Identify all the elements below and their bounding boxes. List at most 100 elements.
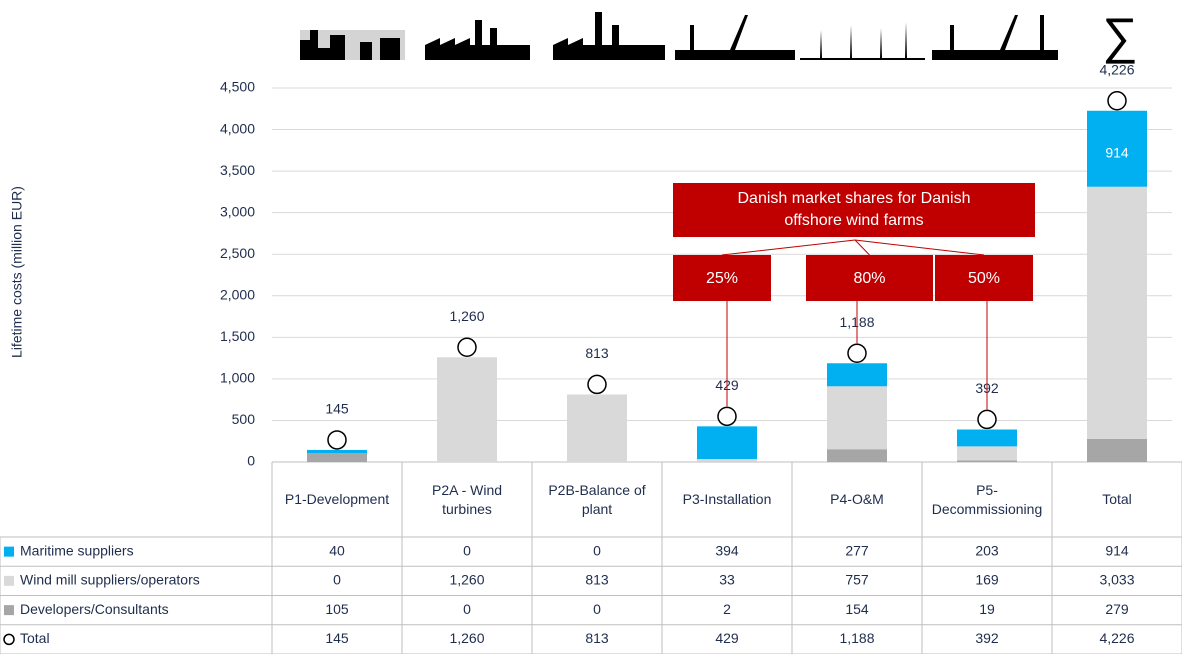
bar-segment — [307, 449, 367, 454]
table-cell: 1,260 — [449, 572, 484, 588]
x-tick-label: P3-Installation — [682, 491, 772, 507]
total-marker — [1107, 91, 1127, 111]
connector — [854, 239, 870, 256]
category-cell: Total — [1102, 491, 1132, 507]
table-cell: 0 — [463, 601, 471, 617]
table-cell: 40 — [329, 542, 345, 558]
y-tick-label: 500 — [232, 411, 256, 427]
x-tick-label: P1-Development — [284, 491, 390, 507]
share-box — [806, 255, 933, 301]
connector — [854, 239, 985, 256]
total-marker — [457, 337, 477, 358]
total-label: 4,226 — [1099, 61, 1134, 77]
bar-segment — [957, 429, 1017, 447]
bar-segment — [307, 453, 367, 462]
bar-segment — [1087, 186, 1147, 439]
table-cell: 4,226 — [1099, 630, 1134, 646]
y-tick-label: 4,500 — [220, 79, 255, 95]
bar-segment — [957, 446, 1017, 461]
table-cell: 394 — [715, 542, 739, 558]
table-cell: 757 — [845, 572, 869, 588]
table-cell: 1,260 — [449, 630, 484, 646]
x-tick-label: P2A - Wind turbines — [431, 481, 503, 517]
y-axis-title: Lifetime costs (million EUR) — [9, 186, 25, 358]
bar-segment — [697, 426, 757, 460]
total-symbol: ∑ — [1102, 8, 1138, 64]
x-tick-label: P5-Decommissioning — [931, 481, 1043, 517]
share-box — [935, 255, 1033, 301]
total-marker — [587, 374, 607, 395]
table-cell: 429 — [715, 630, 739, 646]
table-cell: 813 — [585, 572, 609, 588]
bar-segment — [827, 363, 887, 387]
total-marker — [977, 409, 997, 430]
x-tick-label: P2B-Balance of plant — [548, 481, 646, 517]
bar-segment — [697, 459, 757, 462]
legend-key — [3, 633, 15, 646]
x-tick-label: Total — [1102, 491, 1132, 507]
total-marker — [327, 430, 347, 450]
table-cell: 154 — [845, 601, 869, 617]
table-cell: 1,188 — [839, 630, 874, 646]
bar-segment — [1087, 110, 1147, 187]
y-tick-label: 3,500 — [220, 162, 255, 178]
y-tick-label: 4,000 — [220, 120, 255, 136]
total-marker — [847, 343, 867, 364]
legend-key — [4, 575, 14, 586]
bar-segment — [437, 357, 497, 462]
y-tick-label: 2,000 — [220, 286, 255, 302]
total-label: 145 — [325, 401, 349, 417]
y-tick-label: 2,500 — [220, 245, 255, 261]
bar-segment — [827, 449, 887, 462]
share-label: 80% — [853, 270, 885, 287]
table-cell: 914 — [1105, 542, 1129, 558]
table-cell: 0 — [463, 542, 471, 558]
legend-key — [4, 546, 14, 557]
category-cell: P2B-Balance of plant — [548, 481, 646, 517]
annotation-text-box: Danish market shares for Danish offshore… — [738, 190, 971, 229]
category-cell: P2A - Wind turbines — [431, 481, 503, 517]
share-box — [673, 255, 771, 301]
table-cell: 279 — [1105, 601, 1129, 617]
x-tick-label: P4-O&M — [830, 491, 884, 507]
table-cell: 169 — [975, 572, 999, 588]
share-label: 50% — [968, 270, 1000, 287]
table-cell: 203 — [975, 542, 999, 558]
table-cell: 33 — [719, 572, 735, 588]
category-cell: P1-Development — [284, 491, 390, 507]
y-tick-label: 1,500 — [220, 328, 255, 344]
legend-label: Total — [20, 630, 50, 646]
bar-segment — [827, 386, 887, 450]
bar-segment — [567, 394, 627, 462]
total-label: 813 — [585, 345, 609, 361]
table-cell: 2 — [723, 601, 731, 617]
table-cell: 277 — [845, 542, 869, 558]
y-tick-label: 0 — [247, 453, 255, 469]
category-cell: P4-O&M — [830, 491, 884, 507]
table-cell: 813 — [585, 630, 609, 646]
total-label: 1,260 — [449, 308, 484, 324]
table-cell: 0 — [333, 572, 341, 588]
table-cell: 0 — [593, 542, 601, 558]
category-cell: P5-Decommissioning — [931, 481, 1043, 517]
annotation-box — [673, 183, 1035, 237]
table-cell: 19 — [979, 601, 995, 617]
table-cell: 145 — [325, 630, 349, 646]
legend-key — [4, 605, 14, 616]
legend-label: Developers/Consultants — [20, 601, 169, 617]
category-cell: P3-Installation — [682, 491, 772, 507]
share-label: 25% — [706, 270, 738, 287]
connector — [721, 239, 856, 256]
total-marker — [717, 406, 737, 427]
bar-segment — [957, 460, 1017, 462]
table-cell: 392 — [975, 630, 999, 646]
icons — [300, 12, 1058, 60]
y-tick-label: 1,000 — [220, 370, 255, 386]
legend-label: Wind mill suppliers/operators — [20, 572, 200, 588]
bar-segment — [1087, 438, 1147, 462]
y-tick-label: 3,000 — [220, 203, 255, 219]
table-cell: 105 — [325, 601, 349, 617]
legend-label: Maritime suppliers — [20, 542, 134, 558]
table-cell: 0 — [593, 601, 601, 617]
